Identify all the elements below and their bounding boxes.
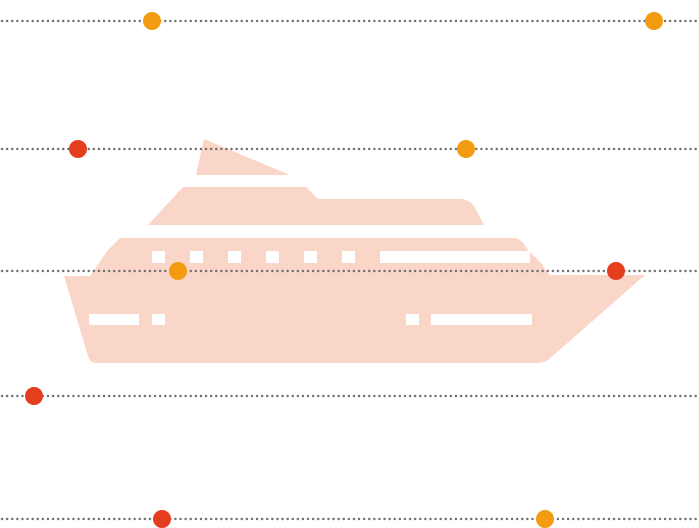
red-dot	[153, 510, 171, 528]
orange-dot	[143, 12, 161, 30]
red-dot	[607, 262, 625, 280]
dotted-row	[0, 510, 699, 528]
orange-dot	[645, 12, 663, 30]
red-dot	[69, 140, 87, 158]
yacht-icon	[64, 139, 645, 363]
dotted-row	[0, 140, 699, 158]
yacht-hull	[64, 250, 645, 363]
orange-dot	[536, 510, 554, 528]
orange-dot	[457, 140, 475, 158]
yacht-mast-fin	[196, 139, 290, 175]
orange-dot	[169, 262, 187, 280]
dotted-row	[0, 262, 699, 280]
dotted-row	[0, 387, 699, 405]
dotted-row	[0, 12, 699, 30]
red-dot	[25, 387, 43, 405]
dotted-rows	[0, 12, 699, 528]
yacht-middle-deck	[108, 238, 528, 250]
yacht-top-deck	[148, 187, 484, 225]
yacht-windows	[89, 225, 532, 325]
